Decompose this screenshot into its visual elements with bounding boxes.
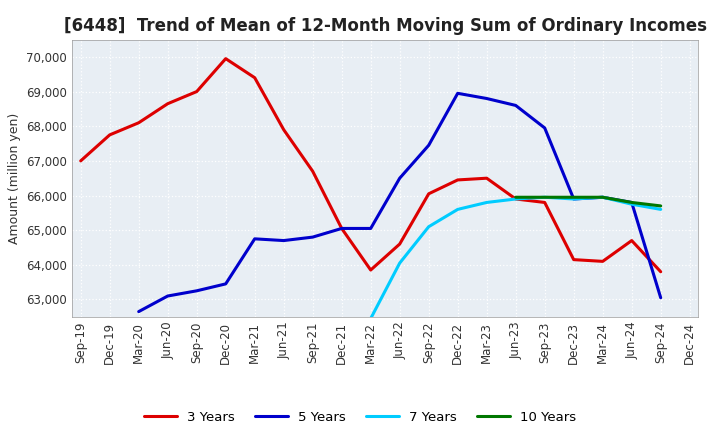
5 Years [454,91,462,96]
5 Years [163,293,172,299]
3 Years [105,132,114,138]
Legend: 3 Years, 5 Years, 7 Years, 10 Years: 3 Years, 5 Years, 7 Years, 10 Years [138,405,582,429]
Line: 3 Years: 3 Years [81,59,661,272]
5 Years [511,103,520,108]
3 Years [163,101,172,106]
Title: [6448]  Trend of Mean of 12-Month Moving Sum of Ordinary Incomes: [6448] Trend of Mean of 12-Month Moving … [63,17,707,35]
3 Years [279,127,288,132]
5 Years [627,200,636,205]
5 Years [657,295,665,301]
Line: 7 Years: 7 Years [371,197,661,319]
5 Years [424,143,433,148]
10 Years [598,194,607,200]
3 Years [454,177,462,183]
5 Years [395,176,404,181]
10 Years [657,203,665,209]
3 Years [395,242,404,247]
10 Years [511,194,520,200]
10 Years [541,194,549,200]
7 Years [511,196,520,202]
3 Years [627,238,636,243]
3 Years [511,196,520,202]
7 Years [570,196,578,202]
5 Years [482,96,491,101]
5 Years [570,196,578,202]
5 Years [366,226,375,231]
3 Years [338,226,346,231]
Line: 5 Years: 5 Years [139,93,661,312]
3 Years [366,268,375,273]
7 Years [395,260,404,266]
5 Years [221,281,230,286]
3 Years [76,158,85,164]
3 Years [482,176,491,181]
5 Years [192,288,201,293]
7 Years [627,202,636,207]
7 Years [424,224,433,229]
3 Years [221,56,230,61]
3 Years [308,169,317,174]
5 Years [251,236,259,242]
3 Years [598,259,607,264]
3 Years [424,191,433,196]
5 Years [308,235,317,240]
7 Years [541,194,549,200]
10 Years [570,194,578,200]
7 Years [482,200,491,205]
3 Years [570,257,578,262]
5 Years [279,238,288,243]
3 Years [251,75,259,81]
5 Years [598,194,607,200]
3 Years [657,269,665,275]
Line: 10 Years: 10 Years [516,197,661,206]
10 Years [627,200,636,205]
7 Years [454,207,462,212]
3 Years [541,200,549,205]
7 Years [598,194,607,200]
5 Years [541,125,549,131]
3 Years [135,120,143,125]
7 Years [366,316,375,321]
3 Years [192,89,201,94]
5 Years [338,226,346,231]
7 Years [657,207,665,212]
5 Years [135,309,143,314]
Y-axis label: Amount (million yen): Amount (million yen) [8,113,21,244]
